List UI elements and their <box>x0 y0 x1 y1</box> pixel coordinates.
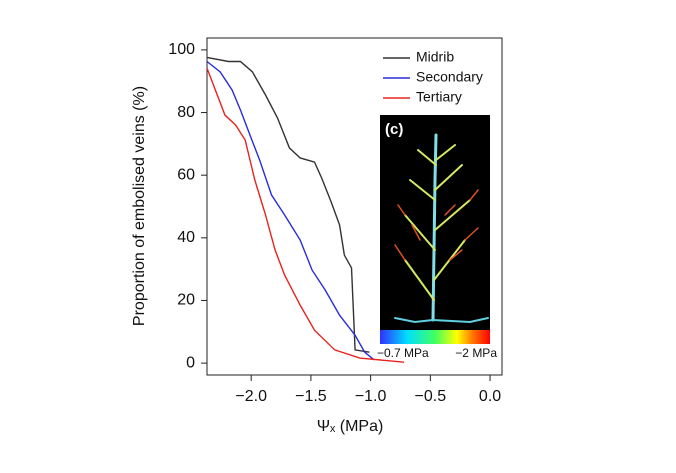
x-tick-label: −1.5 <box>295 388 327 405</box>
x-axis-label: Ψₓ (MPa) <box>317 418 384 435</box>
y-tick-label: 80 <box>177 104 195 121</box>
legend-label: Tertiary <box>416 89 462 105</box>
y-tick-label: 60 <box>177 166 195 183</box>
x-tick-label: −2.0 <box>235 388 267 405</box>
x-tick-label: −0.5 <box>415 388 447 405</box>
inset-panel-label: (c) <box>385 121 403 138</box>
inset-image <box>380 115 490 344</box>
scale-high-label: −2 MPa <box>455 346 497 360</box>
x-tick-label: −1.0 <box>355 388 387 405</box>
legend-label: Midrib <box>416 49 454 65</box>
series-line <box>206 60 375 361</box>
y-tick-label: 100 <box>168 41 195 58</box>
y-tick-label: 20 <box>177 292 195 309</box>
scale-low-label: −0.7 MPa <box>377 346 429 360</box>
y-axis-label: Proportion of embolised veins (%) <box>131 86 148 326</box>
plot-frame <box>206 37 503 376</box>
x-tick-label: 0.0 <box>479 388 501 405</box>
series-line <box>206 67 405 363</box>
series-line <box>206 56 370 353</box>
legend-label: Secondary <box>416 69 483 85</box>
y-tick-label: 0 <box>186 354 195 371</box>
y-tick-label: 40 <box>177 229 195 246</box>
